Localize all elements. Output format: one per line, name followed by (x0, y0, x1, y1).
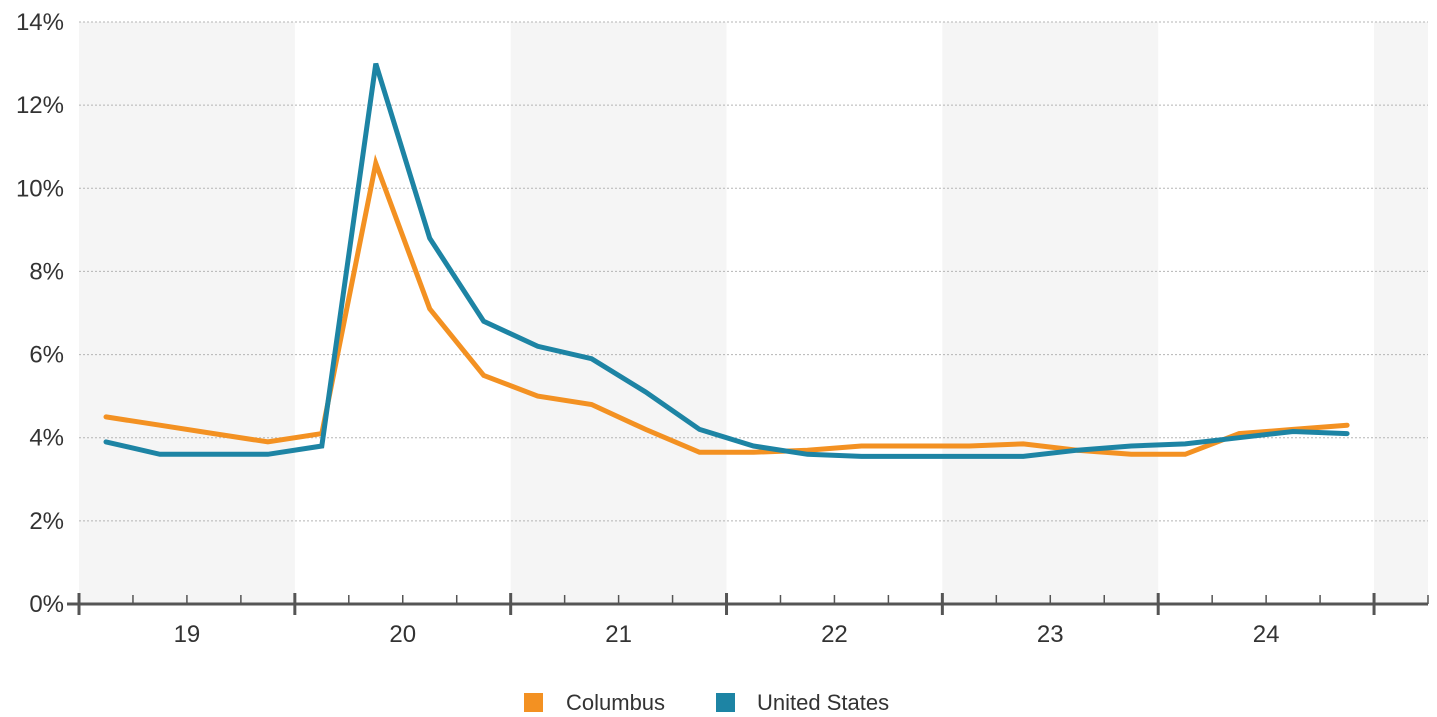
legend: Columbus United States (524, 690, 889, 715)
year-band (510, 22, 727, 604)
year-band (942, 22, 1159, 604)
x-tick-label: 21 (605, 621, 632, 648)
y-tick-label: 2% (29, 508, 64, 535)
x-tick-label: 24 (1253, 621, 1280, 648)
year-band (79, 22, 295, 604)
legend-swatch (524, 693, 543, 712)
x-tick-label: 20 (389, 621, 416, 648)
legend-swatch (716, 693, 735, 712)
x-axis: 19 20 21 22 23 24 (67, 593, 1429, 648)
legend-label: United States (757, 690, 889, 715)
y-tick-label: 4% (29, 425, 64, 452)
y-tick-label: 8% (29, 258, 64, 285)
x-tick-label: 19 (174, 621, 201, 648)
series-line-united-states (103, 62, 1350, 459)
y-tick-label: 6% (29, 342, 64, 369)
y-tick-label: 12% (16, 92, 64, 119)
y-tick-label: 0% (29, 591, 64, 618)
x-tick-label: 22 (821, 621, 848, 648)
year-bands (79, 22, 1428, 604)
legend-label: Columbus (566, 690, 665, 715)
year-band (1374, 22, 1428, 604)
series-line-columbus (103, 154, 1350, 457)
y-tick-label: 10% (16, 175, 64, 202)
series-lines (103, 62, 1350, 459)
x-tick-label: 23 (1037, 621, 1064, 648)
y-axis-ticks: 0% 2% 4% 6% 8% 10% 12% 14% (16, 9, 64, 618)
y-tick-label: 14% (16, 9, 64, 36)
